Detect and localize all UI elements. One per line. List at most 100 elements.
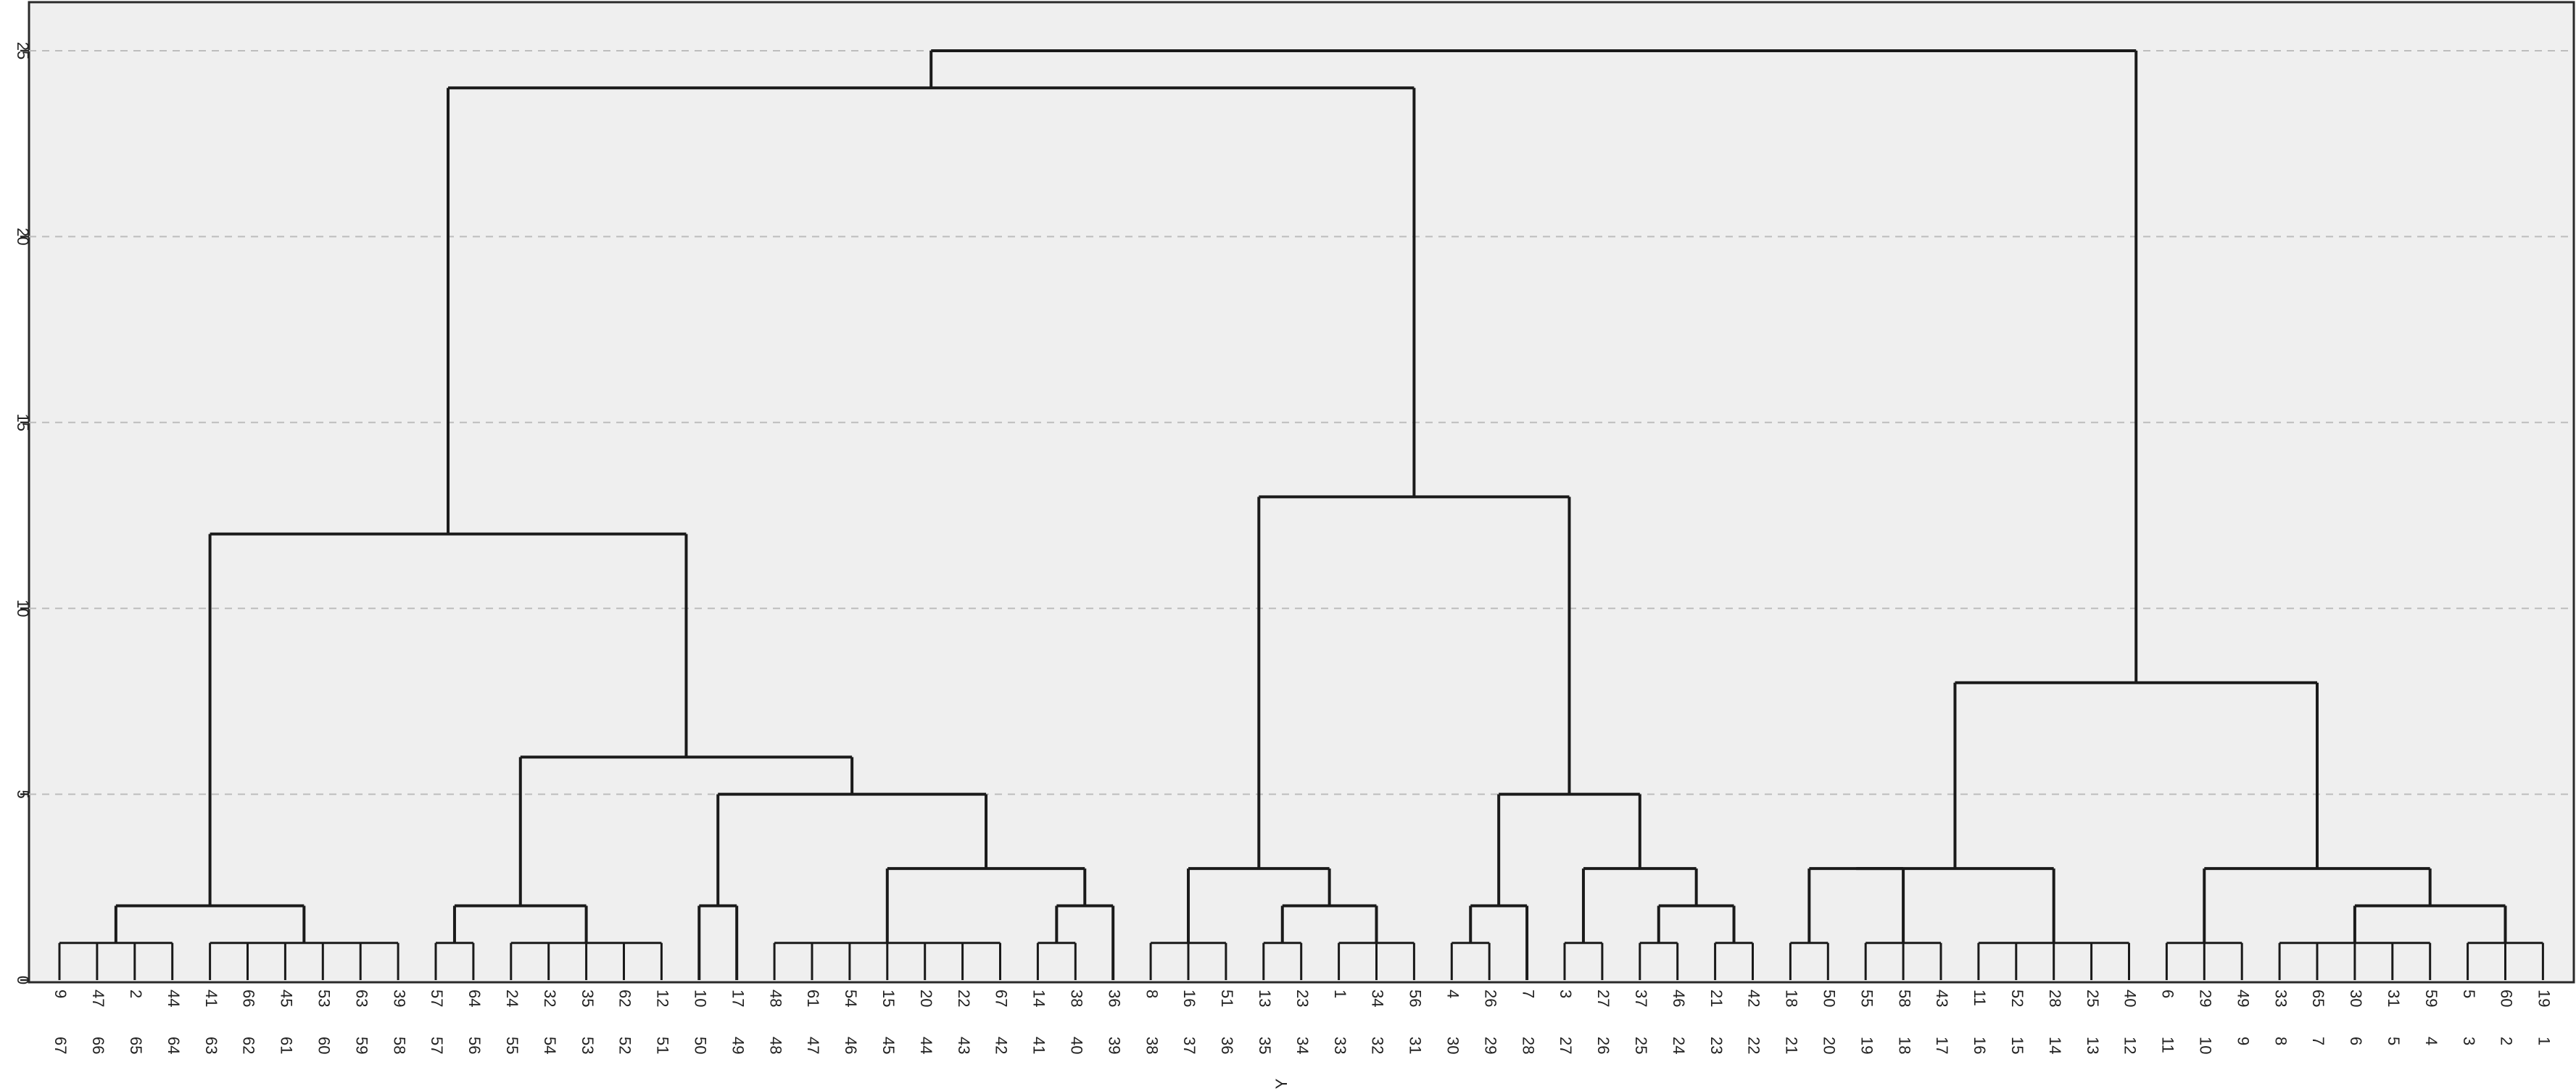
leaf-label: 35 [579, 990, 597, 1007]
x-tick-label: 11 [2159, 1037, 2177, 1053]
x-axis-title: Y [1272, 1078, 1291, 1089]
leaf-label: 55 [1858, 990, 1876, 1007]
x-tick-label: 10 [2196, 1037, 2214, 1054]
x-tick-label: 50 [691, 1037, 709, 1054]
leaf-label: 24 [503, 990, 521, 1007]
leaf-label: 64 [465, 990, 484, 1007]
leaf-label: 52 [2008, 990, 2026, 1007]
leaf-label: 49 [2234, 990, 2252, 1007]
leaf-label: 39 [390, 990, 408, 1007]
x-tick-label: 64 [165, 1037, 183, 1054]
x-tick-label: 42 [993, 1037, 1011, 1054]
x-tick-label: 65 [127, 1037, 145, 1054]
x-tick-label: 66 [89, 1037, 107, 1054]
x-tick-label: 13 [2084, 1037, 2102, 1054]
leaf-label: 32 [541, 990, 559, 1007]
x-tick-label: 54 [541, 1037, 559, 1054]
dendrogram-links [58, 49, 2544, 980]
x-tick-label: 31 [1407, 1037, 1425, 1054]
leaf-label: 37 [1632, 990, 1650, 1007]
leaf-label: 3 [1557, 990, 1575, 998]
x-tick-label: 8 [2271, 1037, 2290, 1045]
x-tick-label: 41 [1030, 1037, 1048, 1054]
plot-area [28, 1, 2575, 984]
y-tick-label: 25 [14, 42, 32, 59]
leaf-label: 17 [729, 990, 747, 1007]
leaf-label: 47 [89, 990, 107, 1007]
leaf-label: 15 [879, 990, 898, 1007]
leaf-label: 21 [1707, 990, 1726, 1007]
x-tick-label: 57 [428, 1037, 446, 1054]
x-tick-label: 51 [654, 1037, 672, 1054]
x-tick-label: 22 [1745, 1037, 1763, 1054]
leaf-label: 30 [2347, 990, 2365, 1007]
leaf-label: 42 [1745, 990, 1763, 1007]
x-tick-label: 12 [2121, 1037, 2140, 1054]
y-tick-label: 5 [14, 789, 32, 798]
leaf-label: 43 [1933, 990, 1951, 1007]
leaf-label: 18 [1783, 990, 1801, 1007]
x-tick-label: 44 [917, 1037, 935, 1054]
x-tick-label: 61 [278, 1037, 296, 1054]
leaf-label: 25 [2084, 990, 2102, 1007]
x-tick-label: 52 [616, 1037, 634, 1054]
leaf-label: 61 [804, 990, 822, 1007]
x-tick-label: 45 [879, 1037, 898, 1054]
x-tick-label: 67 [51, 1037, 70, 1054]
leaf-label: 29 [2196, 990, 2214, 1007]
x-tick-label: 29 [1481, 1037, 1499, 1054]
leaf-label: 16 [1180, 990, 1198, 1007]
leaf-label: 12 [654, 990, 672, 1007]
leaf-label: 41 [202, 990, 220, 1007]
leaf-label: 60 [2498, 990, 2516, 1007]
leaf-label: 62 [616, 990, 634, 1007]
x-tick-label: 58 [390, 1037, 408, 1054]
x-tick-label: 62 [240, 1037, 258, 1054]
x-tick-label: 28 [1519, 1037, 1537, 1054]
x-tick-label: 20 [1820, 1037, 1838, 1054]
leaf-label: 26 [1481, 990, 1499, 1007]
leaf-label: 13 [1256, 990, 1274, 1007]
x-tick-label: 14 [2046, 1037, 2064, 1054]
leaf-label: 10 [691, 990, 709, 1007]
x-tick-label: 6 [2347, 1037, 2365, 1045]
leaf-label: 11 [1971, 990, 1989, 1006]
leaf-label: 36 [1105, 990, 1123, 1007]
leaf-label: 9 [51, 990, 70, 998]
x-tick-label: 63 [202, 1037, 220, 1054]
x-tick-label: 18 [1895, 1037, 1913, 1054]
x-tick-label: 5 [2385, 1037, 2403, 1045]
leaf-label: 57 [428, 990, 446, 1007]
leaf-label: 23 [1293, 990, 1312, 1007]
x-tick-label: 37 [1180, 1037, 1198, 1054]
leaf-label: 1 [1331, 990, 1349, 998]
x-tick-label: 32 [1369, 1037, 1387, 1054]
x-tick-label: 19 [1858, 1037, 1876, 1054]
x-tick-label: 40 [1067, 1037, 1085, 1054]
leaf-label: 7 [1519, 990, 1537, 998]
leaf-label: 46 [1670, 990, 1688, 1007]
x-tick-label: 30 [1444, 1037, 1462, 1054]
leaf-label: 50 [1820, 990, 1838, 1007]
x-tick-label: 23 [1707, 1037, 1726, 1054]
leaf-label: 67 [993, 990, 1011, 1007]
x-tick-label: 24 [1670, 1037, 1688, 1054]
leaf-label: 59 [2422, 990, 2440, 1007]
x-tick-label: 46 [842, 1037, 860, 1054]
leaf-label: 44 [165, 990, 183, 1007]
leaf-label: 22 [955, 990, 973, 1007]
x-tick-label: 49 [729, 1037, 747, 1054]
x-tick-label: 9 [2234, 1037, 2252, 1045]
leaf-label: 33 [2271, 990, 2290, 1007]
leaf-label: 2 [127, 990, 145, 998]
x-tick-label: 38 [1143, 1037, 1161, 1054]
leaf-label: 45 [278, 990, 296, 1007]
x-tick-label: 7 [2309, 1037, 2327, 1045]
x-tick-label: 3 [2460, 1037, 2478, 1045]
x-tick-label: 47 [804, 1037, 822, 1054]
leaf-label: 34 [1369, 990, 1387, 1007]
x-tick-label: 53 [579, 1037, 597, 1054]
leaf-label: 53 [315, 990, 333, 1007]
x-tick-label: 26 [1594, 1037, 1612, 1054]
